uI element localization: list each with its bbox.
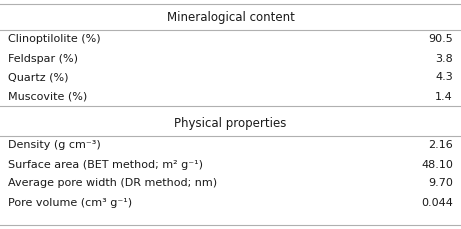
Bar: [0, 110, 461, 136]
Text: Clinoptilolite (%): Clinoptilolite (%): [8, 35, 100, 44]
Text: Surface area (BET method; m² g⁻¹): Surface area (BET method; m² g⁻¹): [8, 160, 203, 169]
Text: Mineralogical content: Mineralogical content: [166, 11, 295, 24]
Text: Physical properties: Physical properties: [174, 117, 287, 130]
Text: Muscovite (%): Muscovite (%): [8, 92, 87, 101]
Text: 0.044: 0.044: [421, 197, 453, 207]
Text: 4.3: 4.3: [435, 73, 453, 82]
Text: Feldspar (%): Feldspar (%): [8, 54, 78, 63]
Text: 90.5: 90.5: [428, 35, 453, 44]
Text: Density (g cm⁻³): Density (g cm⁻³): [8, 141, 101, 150]
Bar: [0, 4, 461, 30]
Text: 48.10: 48.10: [421, 160, 453, 169]
Text: 1.4: 1.4: [435, 92, 453, 101]
Text: 9.70: 9.70: [428, 178, 453, 188]
Text: Quartz (%): Quartz (%): [8, 73, 69, 82]
Text: 3.8: 3.8: [435, 54, 453, 63]
Text: Pore volume (cm³ g⁻¹): Pore volume (cm³ g⁻¹): [8, 197, 132, 207]
Text: 2.16: 2.16: [428, 141, 453, 150]
Text: Average pore width (DR method; nm): Average pore width (DR method; nm): [8, 178, 217, 188]
